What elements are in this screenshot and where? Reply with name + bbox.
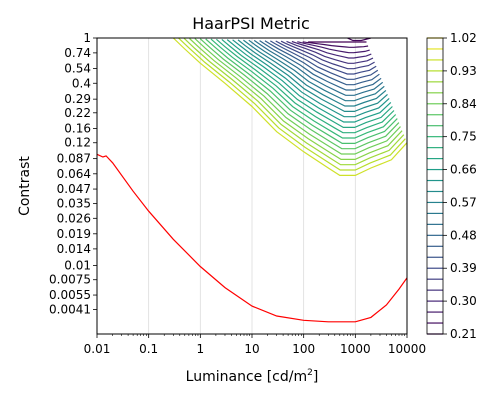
y-tick-label: 0.026 — [57, 211, 91, 225]
contour-line — [280, 40, 375, 70]
threshold-line — [97, 153, 407, 323]
y-tick-label: 0.0075 — [49, 273, 91, 287]
contour-line — [194, 38, 401, 155]
colorbar-tick-label: 0.39 — [450, 261, 477, 275]
contour-line — [216, 38, 395, 134]
x-tick-label: 0.01 — [84, 342, 111, 356]
y-tick-label: 0.12 — [64, 136, 91, 150]
x-tick-label: 1000 — [340, 342, 371, 356]
y-tick-label: 1 — [83, 31, 91, 45]
contour-line — [226, 39, 392, 123]
contour-line — [259, 40, 382, 91]
plot-area: 0.01 0.1 1 10 100 1000 10000 10.740.540.40.290… — [49, 31, 426, 356]
colorbar-tick-label: 1.02 — [450, 31, 477, 45]
contour-line — [297, 41, 370, 54]
y-tick-label: 0.54 — [64, 61, 91, 75]
colorbar-tick-label: 0.57 — [450, 195, 477, 209]
contour-line — [275, 40, 377, 75]
colorbar-tick-label: 0.30 — [450, 294, 477, 308]
contour-line — [264, 40, 380, 86]
y-tick-label: 0.22 — [64, 106, 91, 120]
y-tick-label: 0.01 — [64, 259, 91, 273]
contour-line — [269, 40, 379, 80]
y-tick-label: 0.087 — [57, 152, 91, 166]
contour-line — [183, 38, 405, 166]
contour-line — [221, 38, 393, 128]
contour-line — [243, 39, 387, 107]
contour-line — [210, 38, 397, 139]
x-tick-label: 1 — [197, 342, 205, 356]
colorbar-tick-label: 0.84 — [450, 97, 477, 111]
x-axis-title: Luminance [cd/m2] — [186, 368, 319, 385]
y-axis: 10.740.540.40.290.220.160.120.0870.0640.… — [49, 31, 97, 317]
x-tick-label: 10000 — [388, 342, 426, 356]
contour-line — [248, 39, 385, 102]
colorbar-tick-label: 0.21 — [450, 327, 477, 341]
grid-lines — [148, 38, 356, 334]
x-tick-label: 10 — [244, 342, 259, 356]
x-tick-label: 0.1 — [139, 342, 158, 356]
contour-line — [253, 39, 384, 96]
colorbar-tick-label: 0.66 — [450, 163, 477, 177]
y-tick-label: 0.29 — [64, 92, 91, 106]
colorbar-tick-label: 0.48 — [450, 228, 477, 242]
y-tick-label: 0.0041 — [49, 303, 91, 317]
contour-line — [291, 40, 372, 59]
y-tick-label: 0.0055 — [49, 288, 91, 302]
contour-line — [286, 40, 374, 64]
y-tick-label: 0.064 — [57, 167, 91, 181]
y-tick-label: 0.16 — [64, 122, 91, 136]
contour-line — [232, 39, 390, 118]
contour-line — [189, 38, 403, 160]
y-tick-label: 0.047 — [57, 182, 91, 196]
colorbar-frame — [426, 37, 444, 335]
y-tick-label: 0.019 — [57, 227, 91, 241]
contour-line — [178, 38, 406, 171]
y-tick-label: 0.014 — [57, 242, 91, 256]
contour-line — [205, 38, 398, 144]
y-tick-label: 0.4 — [72, 76, 91, 90]
contour-lines — [172, 38, 407, 176]
contour-line — [172, 38, 407, 176]
contour-line — [199, 38, 400, 150]
contour-line — [302, 41, 369, 48]
y-axis-title: Contrast — [17, 156, 33, 216]
colorbar-tick-label: 0.75 — [450, 130, 477, 144]
x-tick-label: 100 — [292, 342, 315, 356]
y-tick-label: 0.74 — [64, 46, 91, 60]
x-axis: 0.01 0.1 1 10 100 1000 10000 — [84, 334, 426, 356]
y-tick-label: 0.035 — [57, 197, 91, 211]
colorbar: 1.02 0.93 0.84 0.75 0.66 0.57 0.48 0.39 0.30 0.21 — [426, 31, 477, 341]
colorbar-tick-label: 0.93 — [450, 64, 477, 78]
contour-line-inner — [347, 38, 372, 42]
contour-line — [237, 39, 388, 112]
chart-title: HaarPSI Metric — [192, 14, 310, 33]
